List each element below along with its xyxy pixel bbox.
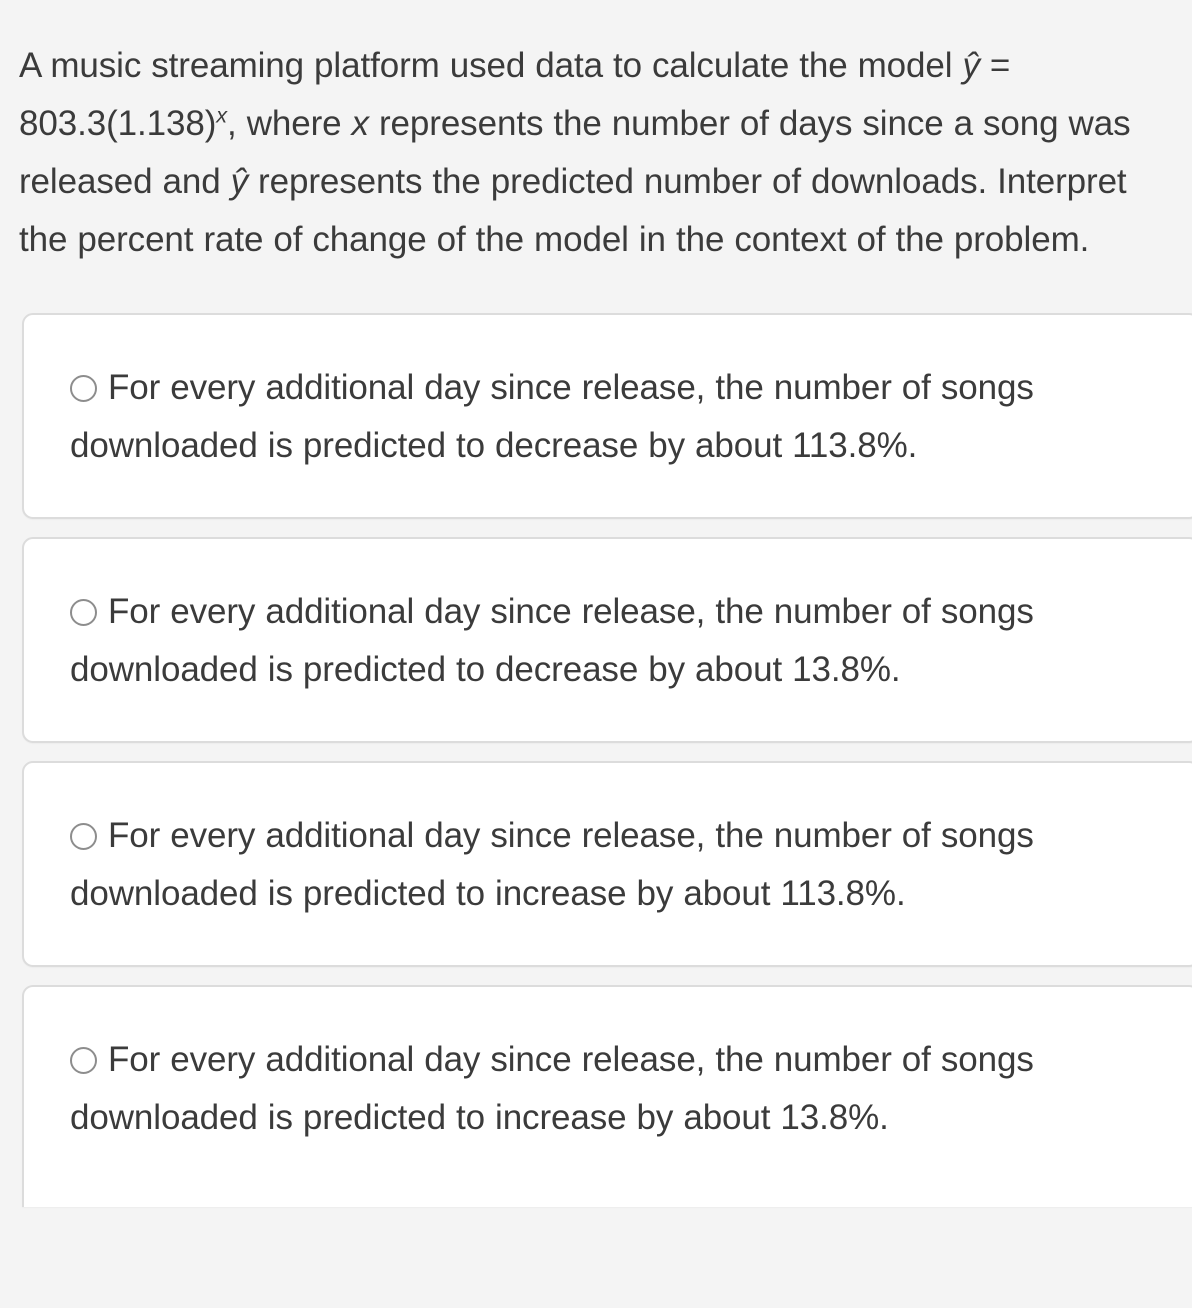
answer-option-d[interactable]: For every additional day since release, … bbox=[22, 985, 1192, 1207]
question-text-part2: , where bbox=[227, 104, 352, 143]
y-hat-symbol: ŷ bbox=[962, 46, 980, 85]
question-text-part1: A music streaming platform used data to … bbox=[19, 46, 963, 85]
radio-button-icon[interactable] bbox=[70, 375, 97, 402]
option-label: For every additional day since release, … bbox=[70, 816, 1034, 913]
radio-button-icon[interactable] bbox=[70, 823, 97, 850]
answer-option-b[interactable]: For every additional day since release, … bbox=[22, 537, 1192, 743]
question-text-part4: represents the predicted number of downl… bbox=[19, 162, 1127, 259]
exponent-x: x bbox=[216, 102, 228, 128]
radio-button-icon[interactable] bbox=[70, 1047, 97, 1074]
radio-button-icon[interactable] bbox=[70, 599, 97, 626]
option-body: For every additional day since release, … bbox=[70, 807, 1178, 923]
question-text-part3: represents the number of days since a so… bbox=[19, 104, 1131, 201]
option-label: For every additional day since release, … bbox=[70, 368, 1034, 465]
option-label: For every additional day since release, … bbox=[70, 1040, 1034, 1137]
answer-option-a[interactable]: For every additional day since release, … bbox=[22, 313, 1192, 519]
option-body: For every additional day since release, … bbox=[70, 359, 1178, 475]
question-equation: = 803.3(1.138) bbox=[19, 46, 1011, 143]
y-hat-symbol-2: ŷ bbox=[230, 162, 249, 201]
option-label: For every additional day since release, … bbox=[70, 592, 1034, 689]
option-body: For every additional day since release, … bbox=[70, 583, 1178, 699]
variable-x: x bbox=[351, 104, 370, 143]
option-body: For every additional day since release, … bbox=[70, 1031, 1178, 1147]
question-prompt: A music streaming platform used data to … bbox=[19, 37, 1179, 269]
answer-options-list: For every additional day since release, … bbox=[22, 313, 1192, 1207]
answer-option-c[interactable]: For every additional day since release, … bbox=[22, 761, 1192, 967]
